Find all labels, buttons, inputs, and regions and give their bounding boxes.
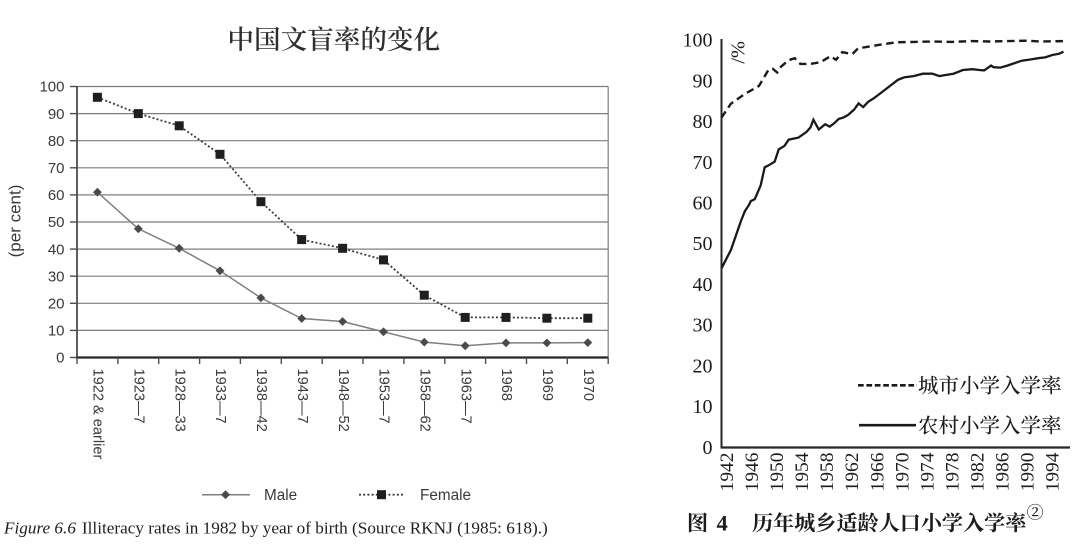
svg-text:1970: 1970 bbox=[892, 453, 913, 492]
svg-text:30: 30 bbox=[693, 315, 713, 337]
svg-text:0: 0 bbox=[56, 350, 64, 367]
svg-text:30: 30 bbox=[48, 268, 65, 285]
svg-text:0: 0 bbox=[703, 437, 713, 459]
svg-text:1958: 1958 bbox=[817, 453, 838, 492]
svg-text:20: 20 bbox=[693, 355, 713, 377]
svg-text:90: 90 bbox=[693, 70, 713, 92]
svg-text:20: 20 bbox=[48, 296, 65, 313]
svg-text:10: 10 bbox=[48, 323, 65, 340]
svg-text:1969: 1969 bbox=[539, 369, 555, 401]
svg-text:1948—52: 1948—52 bbox=[335, 369, 351, 432]
svg-text:60: 60 bbox=[48, 187, 65, 204]
svg-text:80: 80 bbox=[48, 133, 65, 150]
svg-text:100: 100 bbox=[39, 79, 64, 96]
svg-text:1963—7: 1963—7 bbox=[457, 369, 473, 424]
svg-text:50: 50 bbox=[48, 214, 65, 231]
svg-text:1922 & earlier: 1922 & earlier bbox=[90, 369, 106, 460]
svg-text:/%: /% bbox=[728, 41, 750, 64]
svg-text:1982: 1982 bbox=[968, 453, 989, 492]
svg-text:1953—7: 1953—7 bbox=[376, 369, 392, 424]
svg-text:1966: 1966 bbox=[867, 452, 888, 491]
svg-text:1970: 1970 bbox=[580, 369, 596, 401]
svg-text:70: 70 bbox=[693, 152, 713, 174]
svg-text:1933—7: 1933—7 bbox=[212, 369, 228, 424]
svg-text:1994: 1994 bbox=[1043, 452, 1064, 491]
svg-text:1986: 1986 bbox=[993, 452, 1014, 491]
svg-text:1974: 1974 bbox=[917, 452, 938, 491]
svg-text:10: 10 bbox=[693, 396, 713, 418]
svg-text:90: 90 bbox=[48, 106, 65, 123]
svg-text:1950: 1950 bbox=[767, 453, 788, 492]
svg-text:1962: 1962 bbox=[842, 453, 863, 492]
svg-text:70: 70 bbox=[48, 160, 65, 177]
svg-text:1928—33: 1928—33 bbox=[171, 369, 187, 432]
svg-text:1942: 1942 bbox=[717, 453, 738, 492]
svg-text:(per cent): (per cent) bbox=[6, 185, 25, 258]
svg-text:50: 50 bbox=[693, 233, 713, 255]
svg-text:60: 60 bbox=[693, 193, 713, 215]
svg-text:Female: Female bbox=[420, 487, 471, 504]
svg-text:1990: 1990 bbox=[1018, 453, 1039, 492]
svg-text:1968: 1968 bbox=[498, 369, 514, 401]
svg-text:100: 100 bbox=[683, 30, 713, 52]
svg-text:Male: Male bbox=[264, 487, 297, 504]
svg-text:1946: 1946 bbox=[742, 452, 763, 491]
svg-text:1943—7: 1943—7 bbox=[294, 369, 310, 424]
svg-text:1938—42: 1938—42 bbox=[253, 369, 269, 432]
svg-text:40: 40 bbox=[48, 241, 65, 258]
svg-text:40: 40 bbox=[693, 274, 713, 296]
svg-text:1923—7: 1923—7 bbox=[131, 369, 147, 424]
svg-text:1978: 1978 bbox=[943, 453, 964, 492]
svg-text:4: 4 bbox=[717, 510, 728, 535]
svg-text:1958—62: 1958—62 bbox=[417, 369, 433, 432]
svg-text:1954: 1954 bbox=[792, 452, 813, 491]
svg-text:80: 80 bbox=[693, 111, 713, 133]
